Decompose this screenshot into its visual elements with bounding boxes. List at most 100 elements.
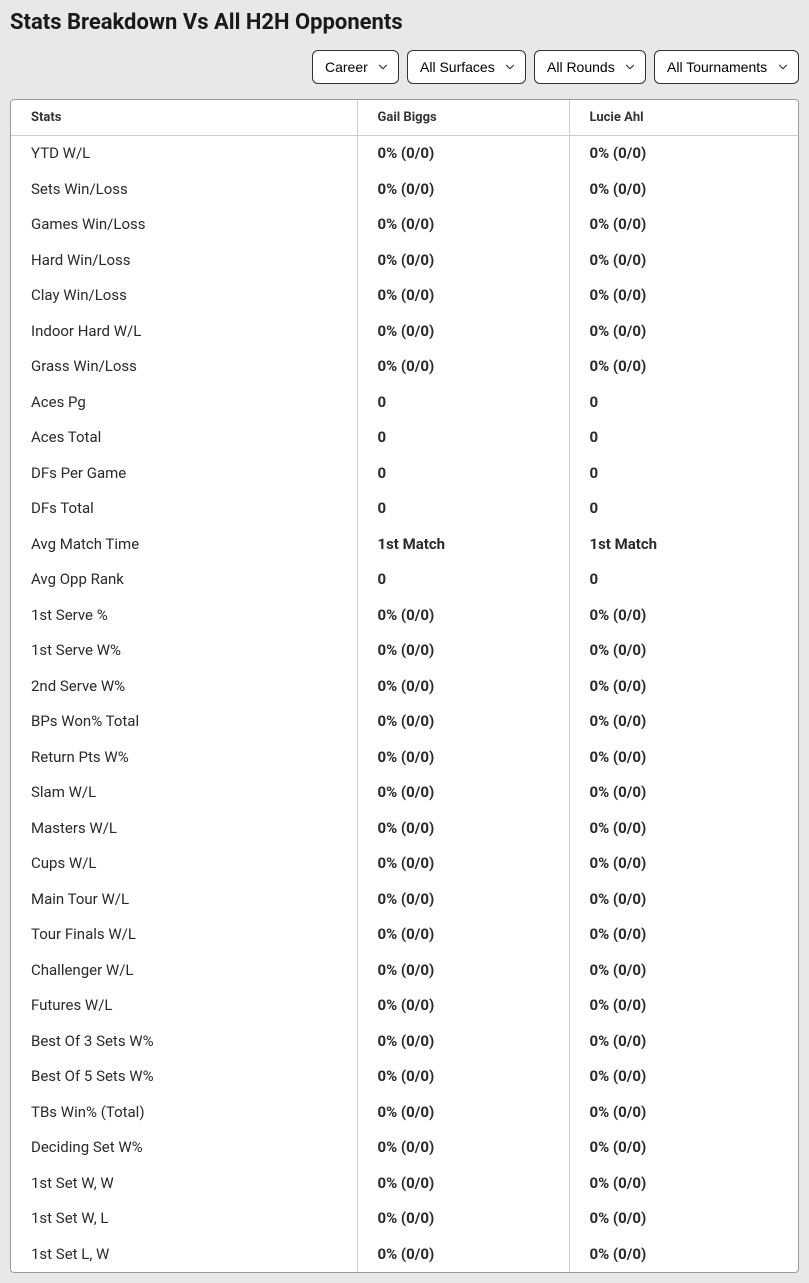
stat-label: Hard Win/Loss: [11, 243, 357, 279]
stat-player1-value: 0% (0/0): [357, 172, 569, 208]
table-row: Challenger W/L0% (0/0)0% (0/0): [11, 953, 798, 989]
table-row: Indoor Hard W/L0% (0/0)0% (0/0): [11, 314, 798, 350]
stat-player2-value: 0% (0/0): [569, 988, 798, 1024]
stat-player2-value: 0% (0/0): [569, 314, 798, 350]
round-select[interactable]: All Rounds: [534, 50, 646, 84]
stat-player1-value: 0: [357, 562, 569, 598]
stat-label: Aces Total: [11, 420, 357, 456]
table-row: 1st Serve %0% (0/0)0% (0/0): [11, 598, 798, 634]
stat-label: BPs Won% Total: [11, 704, 357, 740]
table-row: 1st Serve W%0% (0/0)0% (0/0): [11, 633, 798, 669]
stat-player1-value: 0: [357, 456, 569, 492]
stat-player2-value: 0% (0/0): [569, 1095, 798, 1131]
stat-label: 1st Serve W%: [11, 633, 357, 669]
stat-player2-value: 0% (0/0): [569, 1166, 798, 1202]
stat-player1-value: 0% (0/0): [357, 811, 569, 847]
table-row: Clay Win/Loss0% (0/0)0% (0/0): [11, 278, 798, 314]
table-row: Avg Match Time1st Match1st Match: [11, 527, 798, 563]
stat-player2-value: 0: [569, 420, 798, 456]
table-row: Slam W/L0% (0/0)0% (0/0): [11, 775, 798, 811]
stat-player1-value: 0% (0/0): [357, 314, 569, 350]
table-row: Best Of 3 Sets W%0% (0/0)0% (0/0): [11, 1024, 798, 1060]
table-row: BPs Won% Total0% (0/0)0% (0/0): [11, 704, 798, 740]
table-row: TBs Win% (Total)0% (0/0)0% (0/0): [11, 1095, 798, 1131]
stats-tbody: YTD W/L0% (0/0)0% (0/0)Sets Win/Loss0% (…: [11, 136, 798, 1273]
stat-player1-value: 0% (0/0): [357, 136, 569, 172]
stat-label: Return Pts W%: [11, 740, 357, 776]
stat-label: Avg Opp Rank: [11, 562, 357, 598]
stat-label: Aces Pg: [11, 385, 357, 421]
stat-player2-value: 0% (0/0): [569, 1130, 798, 1166]
stat-player2-value: 0% (0/0): [569, 1024, 798, 1060]
stat-player1-value: 0% (0/0): [357, 1059, 569, 1095]
stat-player1-value: 0% (0/0): [357, 1024, 569, 1060]
stat-label: Indoor Hard W/L: [11, 314, 357, 350]
stat-player1-value: 0% (0/0): [357, 598, 569, 634]
stat-player2-value: 0% (0/0): [569, 243, 798, 279]
stat-player2-value: 0% (0/0): [569, 633, 798, 669]
table-row: Cups W/L0% (0/0)0% (0/0): [11, 846, 798, 882]
stat-label: Sets Win/Loss: [11, 172, 357, 208]
stats-table-wrapper: Stats Gail Biggs Lucie Ahl YTD W/L0% (0/…: [10, 99, 799, 1273]
table-row: Masters W/L0% (0/0)0% (0/0): [11, 811, 798, 847]
stat-player1-value: 0% (0/0): [357, 882, 569, 918]
stat-label: Tour Finals W/L: [11, 917, 357, 953]
table-row: Sets Win/Loss0% (0/0)0% (0/0): [11, 172, 798, 208]
stat-player1-value: 0% (0/0): [357, 278, 569, 314]
stat-player2-value: 0: [569, 456, 798, 492]
stat-label: Best Of 3 Sets W%: [11, 1024, 357, 1060]
stat-player1-value: 1st Match: [357, 527, 569, 563]
tournament-select[interactable]: All Tournaments: [654, 50, 799, 84]
stat-player2-value: 0% (0/0): [569, 740, 798, 776]
stat-player2-value: 0% (0/0): [569, 846, 798, 882]
stat-player1-value: 0% (0/0): [357, 704, 569, 740]
stat-player2-value: 0% (0/0): [569, 1059, 798, 1095]
table-row: Aces Total00: [11, 420, 798, 456]
stat-player1-value: 0% (0/0): [357, 953, 569, 989]
stat-player2-value: 0% (0/0): [569, 669, 798, 705]
table-row: Main Tour W/L0% (0/0)0% (0/0): [11, 882, 798, 918]
stat-label: 2nd Serve W%: [11, 669, 357, 705]
stat-player2-value: 0% (0/0): [569, 1201, 798, 1237]
period-select[interactable]: Career: [312, 50, 399, 84]
stat-player2-value: 0% (0/0): [569, 704, 798, 740]
stat-label: Grass Win/Loss: [11, 349, 357, 385]
filters-row: Career All Surfaces All Rounds All Tourn…: [10, 50, 799, 84]
stat-player2-value: 0% (0/0): [569, 598, 798, 634]
stat-player2-value: 0% (0/0): [569, 349, 798, 385]
table-row: Games Win/Loss0% (0/0)0% (0/0): [11, 207, 798, 243]
stat-player2-value: 0% (0/0): [569, 1237, 798, 1273]
table-row: Grass Win/Loss0% (0/0)0% (0/0): [11, 349, 798, 385]
stat-label: Masters W/L: [11, 811, 357, 847]
stat-player1-value: 0% (0/0): [357, 1201, 569, 1237]
stat-player2-value: 0% (0/0): [569, 775, 798, 811]
surface-select[interactable]: All Surfaces: [407, 50, 526, 84]
table-row: Best Of 5 Sets W%0% (0/0)0% (0/0): [11, 1059, 798, 1095]
table-row: Avg Opp Rank00: [11, 562, 798, 598]
stat-player2-value: 1st Match: [569, 527, 798, 563]
table-row: 1st Set W, L0% (0/0)0% (0/0): [11, 1201, 798, 1237]
stat-player2-value: 0% (0/0): [569, 136, 798, 172]
stat-player1-value: 0% (0/0): [357, 988, 569, 1024]
stat-player1-value: 0% (0/0): [357, 1130, 569, 1166]
stat-label: 1st Set W, W: [11, 1166, 357, 1202]
table-row: Hard Win/Loss0% (0/0)0% (0/0): [11, 243, 798, 279]
stat-player1-value: 0% (0/0): [357, 669, 569, 705]
table-row: DFs Total00: [11, 491, 798, 527]
table-row: 2nd Serve W%0% (0/0)0% (0/0): [11, 669, 798, 705]
stat-label: Main Tour W/L: [11, 882, 357, 918]
stat-player2-value: 0% (0/0): [569, 917, 798, 953]
stat-player2-value: 0% (0/0): [569, 278, 798, 314]
stat-player1-value: 0% (0/0): [357, 1166, 569, 1202]
stat-player1-value: 0: [357, 420, 569, 456]
stat-player2-value: 0% (0/0): [569, 882, 798, 918]
stat-label: Challenger W/L: [11, 953, 357, 989]
stat-label: Cups W/L: [11, 846, 357, 882]
stat-player1-value: 0% (0/0): [357, 846, 569, 882]
stat-label: Games Win/Loss: [11, 207, 357, 243]
table-row: Futures W/L0% (0/0)0% (0/0): [11, 988, 798, 1024]
header-stats: Stats: [11, 100, 357, 136]
stat-label: YTD W/L: [11, 136, 357, 172]
stat-label: 1st Set L, W: [11, 1237, 357, 1273]
stat-player1-value: 0% (0/0): [357, 349, 569, 385]
